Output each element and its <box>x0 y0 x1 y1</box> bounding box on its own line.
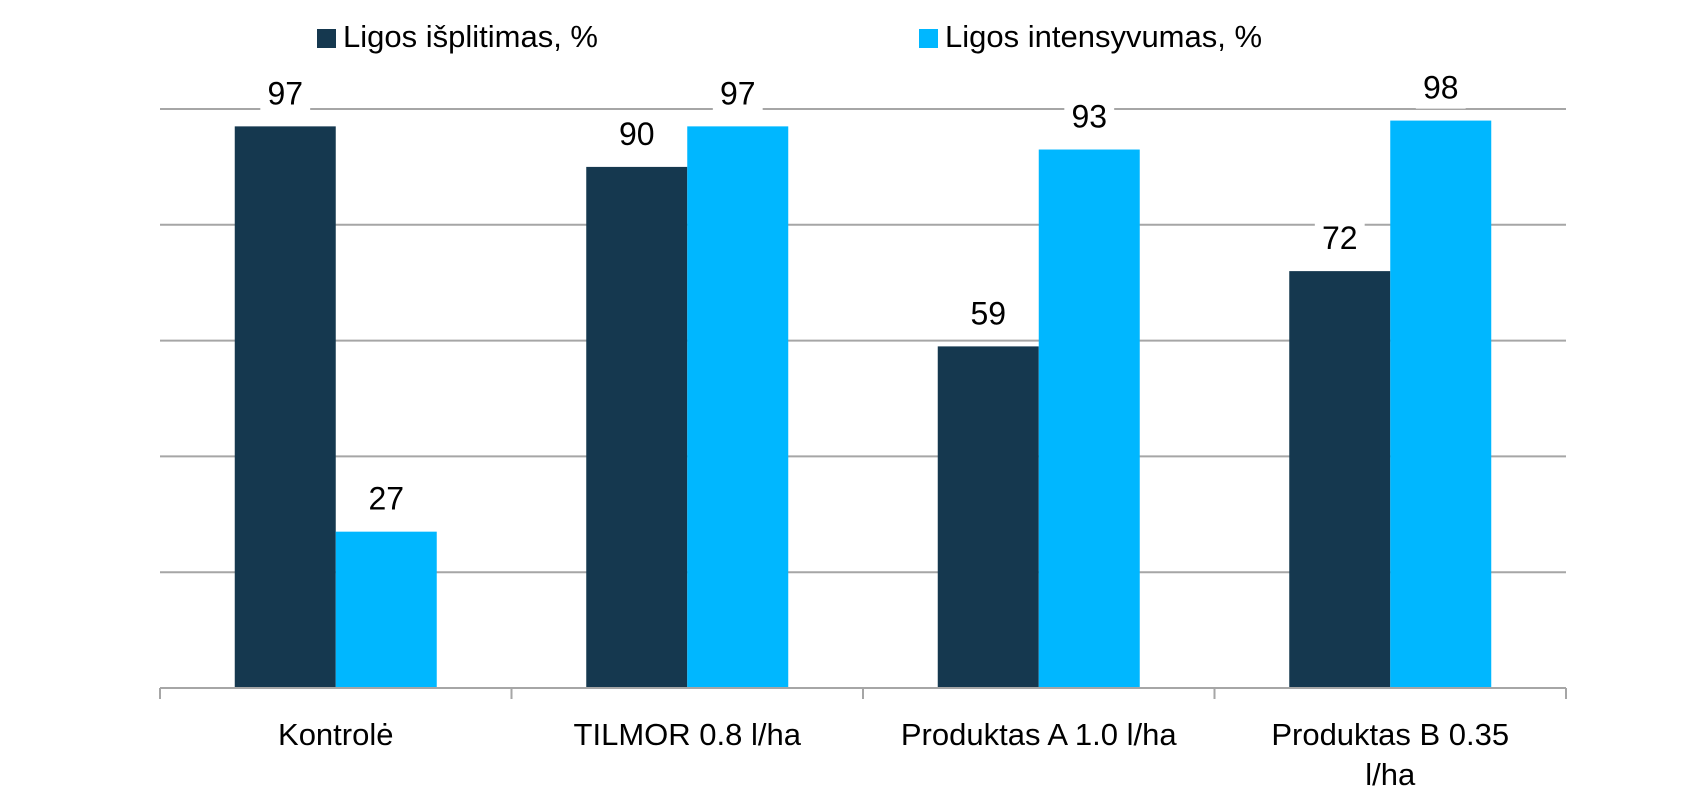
data-label: 72 <box>1322 220 1358 256</box>
bars <box>234 120 1492 689</box>
bar-islplitimas-3 <box>1289 271 1391 688</box>
bar-intensyvumas-1 <box>687 126 789 689</box>
data-label: 97 <box>720 75 756 111</box>
data-label: 97 <box>267 75 303 111</box>
x-tick-label: Kontrolė <box>278 717 393 752</box>
data-label: 93 <box>1071 99 1107 135</box>
data-label-bg <box>1064 99 1115 138</box>
x-axis: Kontrolė TILMOR 0.8 l/ha Produktas A 1.0 l… <box>159 687 1567 792</box>
x-tick-label: l/ha <box>1365 757 1416 792</box>
bar-intensyvumas-3 <box>1390 120 1492 688</box>
legend-swatch <box>919 29 938 48</box>
x-tick-label: Produktas B 0.35 <box>1271 717 1509 752</box>
data-label: 27 <box>368 481 404 517</box>
data-label: 59 <box>970 295 1006 331</box>
legend-label: Ligos intensyvumas, % <box>945 19 1262 54</box>
bar-islplitimas-1 <box>586 166 688 688</box>
legend-swatch <box>317 29 336 48</box>
data-label-bg <box>260 76 311 115</box>
data-labels: 97 27 90 97 59 93 72 98 <box>260 70 1466 520</box>
data-label-bg <box>712 76 763 115</box>
bar-intensyvumas-2 <box>1038 149 1140 688</box>
data-label-bg <box>611 116 662 155</box>
x-tick-label: Produktas A 1.0 l/ha <box>901 717 1178 752</box>
bar-intensyvumas-0 <box>335 531 437 688</box>
data-label: 98 <box>1423 70 1459 106</box>
data-label-bg <box>361 481 412 520</box>
legend-label: Ligos išplitimas, % <box>343 19 598 54</box>
data-label-bg <box>1314 221 1365 260</box>
data-label: 90 <box>619 116 655 152</box>
legend: Ligos išplitimas, % Ligos intensyvumas, % <box>317 19 1262 54</box>
bar-islplitimas-0 <box>234 126 336 689</box>
data-label-bg <box>1415 70 1466 109</box>
data-label-bg <box>963 296 1014 335</box>
x-tick-label: TILMOR 0.8 l/ha <box>574 717 802 752</box>
bar-islplitimas-2 <box>937 346 1039 688</box>
